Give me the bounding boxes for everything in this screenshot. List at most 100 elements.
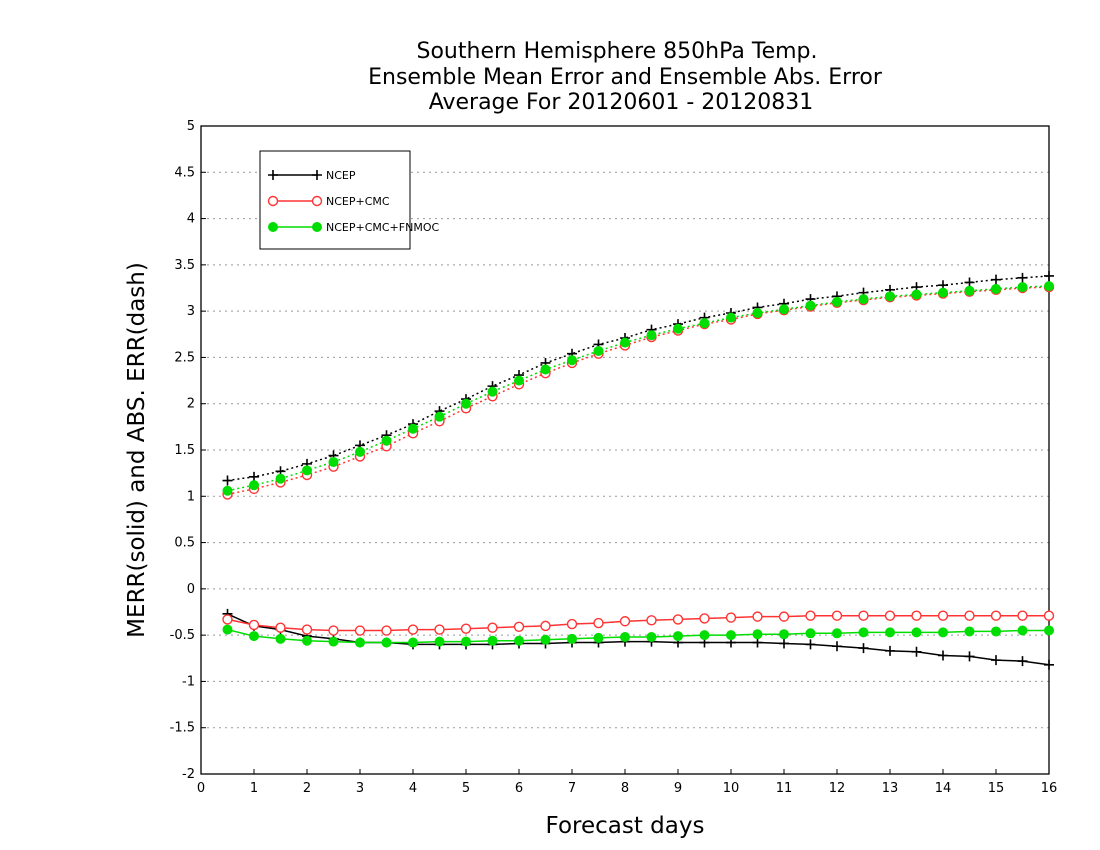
legend-marker [267, 195, 279, 207]
x-tick-label: 1 [250, 781, 258, 796]
data-point [699, 630, 710, 641]
data-point [646, 330, 657, 341]
data-point [752, 307, 763, 318]
data-point [964, 626, 975, 637]
x-tick-label: 6 [515, 781, 523, 796]
data-point [726, 312, 736, 323]
data-point [991, 283, 1001, 294]
data-point [354, 625, 366, 636]
legend-marker [311, 195, 323, 207]
series-group [222, 270, 1055, 670]
data-point [1017, 282, 1028, 293]
data-point [726, 630, 736, 641]
data-point [620, 631, 630, 642]
data-point [567, 355, 577, 366]
x-tick-label: 14 [935, 781, 952, 796]
legend: NCEP NCEP+CMC NCEP+CMC+FNMOC [259, 150, 439, 250]
legend-label: NCEP+CMC+FNMOC [326, 221, 439, 234]
y-tick-label: 3 [187, 304, 195, 319]
data-point [831, 610, 843, 621]
x-tick-label: 12 [829, 781, 846, 796]
data-point [619, 616, 631, 627]
data-point [593, 345, 604, 356]
data-point [991, 655, 1001, 666]
data-point [779, 304, 789, 315]
series-ncep-cmc-fnmoc-solid [222, 624, 1054, 648]
data-point [301, 624, 313, 635]
data-point [858, 294, 869, 305]
y-tick-label: 5 [187, 119, 195, 134]
data-point [593, 617, 604, 629]
data-point [779, 629, 789, 640]
y-tick-label: 2.5 [174, 350, 195, 365]
data-point [540, 620, 551, 632]
y-tick-label: 4.5 [174, 165, 195, 180]
x-tick-label: 8 [621, 781, 629, 796]
legend-label: NCEP+CMC [326, 195, 390, 208]
legend-item-ncep-cmc: NCEP+CMC [267, 195, 390, 208]
data-point [514, 375, 524, 386]
data-point [381, 637, 392, 648]
data-point [249, 480, 259, 491]
legend-box [259, 150, 411, 250]
data-point [990, 610, 1002, 621]
data-point [752, 611, 763, 622]
data-point [725, 612, 737, 623]
data-point [1044, 625, 1054, 636]
data-point [302, 635, 312, 646]
x-tick-label: 10 [723, 781, 740, 796]
data-point [222, 624, 233, 635]
legend-marker [268, 222, 278, 232]
data-point [248, 619, 260, 631]
y-tick-label: 4 [187, 212, 195, 227]
data-point [938, 627, 948, 638]
data-point [460, 623, 472, 634]
data-point [646, 615, 657, 626]
legend-marker [268, 170, 278, 180]
data-point [355, 637, 365, 648]
data-point [408, 423, 418, 434]
data-point [487, 622, 498, 633]
data-point [1017, 272, 1028, 283]
data-point [964, 285, 975, 296]
data-point [964, 610, 975, 621]
data-point [302, 465, 312, 476]
x-axis-label: Forecast days [546, 813, 705, 839]
data-point [832, 641, 842, 652]
data-point [487, 635, 498, 646]
y-tick-label: -1.5 [170, 721, 195, 736]
x-tick-label: 5 [462, 781, 470, 796]
x-tick-label: 13 [882, 781, 899, 796]
data-point [805, 639, 816, 650]
chart-title-line-2: Ensemble Mean Error and Ensemble Abs. Er… [368, 65, 883, 90]
y-tick-label: 0.5 [174, 536, 195, 551]
data-point [884, 610, 896, 621]
y-tick-label: 1.5 [174, 443, 195, 458]
y-tick-label: -2 [182, 767, 195, 782]
data-point [805, 610, 816, 621]
data-point [699, 318, 710, 329]
data-point [673, 631, 683, 642]
data-point [1044, 270, 1054, 281]
series-line [227, 285, 1050, 492]
data-point [514, 635, 524, 646]
data-point [885, 291, 895, 302]
data-point [885, 627, 895, 638]
data-point [911, 289, 922, 300]
series-line [227, 275, 1050, 482]
data-point [964, 651, 975, 662]
legend-marker [312, 222, 322, 232]
data-point [1017, 625, 1028, 636]
x-tick-label: 0 [197, 781, 205, 796]
chart-title-line-1: Southern Hemisphere 850hPa Temp. [417, 39, 818, 64]
data-point [832, 628, 842, 639]
y-tick-label: 3.5 [174, 258, 195, 273]
legend-item-ncep: NCEP [268, 169, 356, 182]
data-point [832, 296, 842, 307]
x-tick-label: 2 [303, 781, 311, 796]
y-tick-label: -0.5 [170, 628, 195, 643]
data-point [858, 627, 869, 638]
data-point [673, 323, 683, 334]
data-point [805, 628, 816, 639]
